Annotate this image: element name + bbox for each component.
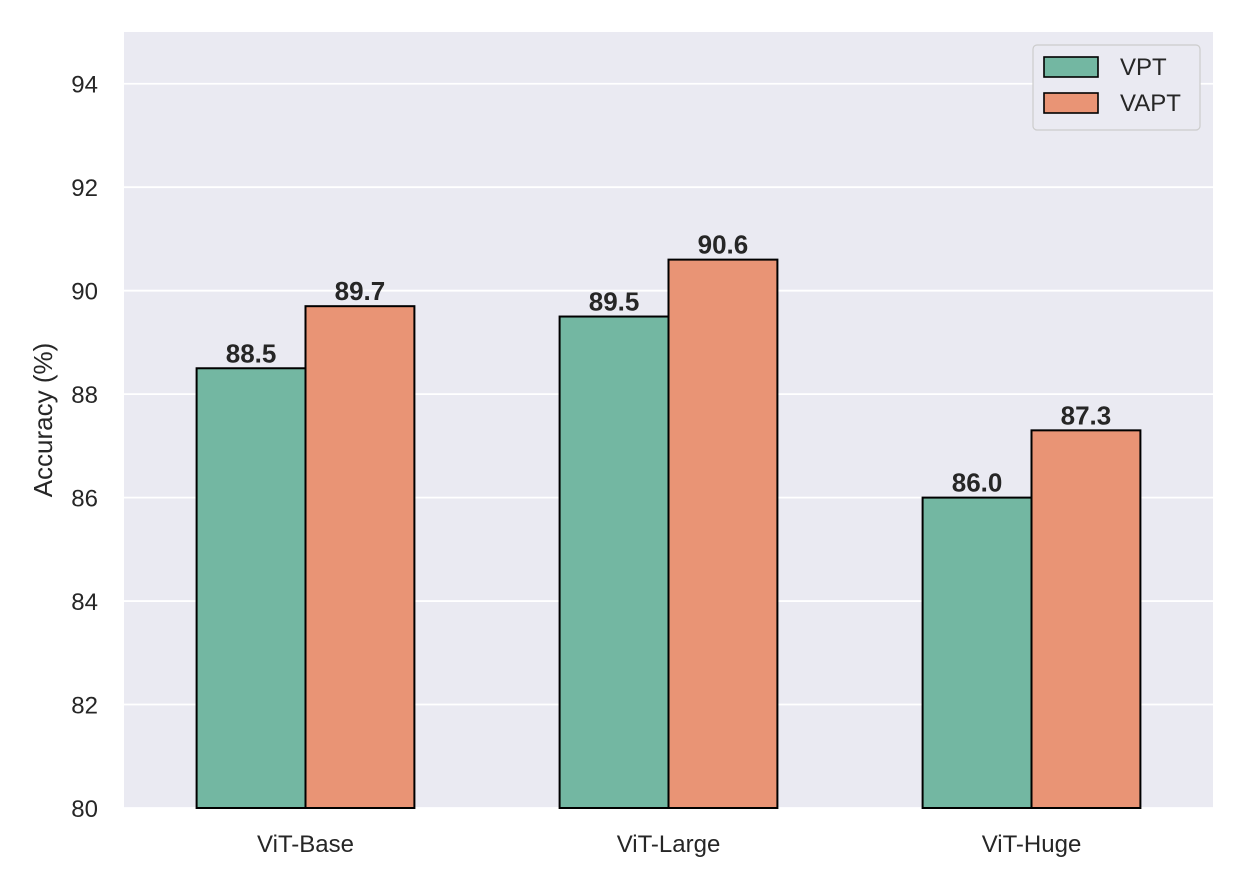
y-tick-label: 80 bbox=[71, 796, 98, 823]
bar-value-label: 87.3 bbox=[1061, 400, 1112, 430]
y-tick-label: 82 bbox=[71, 693, 98, 720]
y-tick-label: 94 bbox=[71, 72, 98, 99]
bar-vapt-vit-huge bbox=[1030, 429, 1142, 809]
y-tick-label: 86 bbox=[71, 486, 98, 513]
x-tick-label: ViT-Base bbox=[257, 831, 354, 858]
y-tick-labels: 80 82 84 86 88 90 92 94 bbox=[71, 72, 98, 823]
x-tick-label: ViT-Large bbox=[617, 831, 721, 858]
bars bbox=[195, 258, 1142, 810]
bar-value-label: 89.7 bbox=[335, 276, 386, 306]
y-tick-label: 88 bbox=[71, 382, 98, 409]
bar-vpt-vit-large bbox=[558, 315, 670, 809]
y-tick-label: 84 bbox=[71, 589, 98, 616]
legend: VPT VAPT bbox=[1032, 44, 1201, 131]
legend-swatch-vpt bbox=[1043, 56, 1099, 78]
legend-swatch-vapt bbox=[1043, 92, 1099, 114]
bar-vpt-vit-base bbox=[195, 367, 307, 809]
y-tick-label: 90 bbox=[71, 279, 98, 306]
bar-vapt-vit-large bbox=[667, 258, 779, 810]
bar-vapt-vit-base bbox=[304, 305, 416, 809]
bar-value-labels: 88.5 89.7 89.5 90.6 86.0 87.3 bbox=[226, 230, 1112, 498]
legend-label-vapt: VAPT bbox=[1120, 90, 1181, 117]
bar-value-label: 89.5 bbox=[589, 287, 640, 317]
y-axis-title: Accuracy (%) bbox=[28, 343, 58, 498]
bar-vpt-vit-huge bbox=[921, 496, 1033, 809]
y-tick-label: 92 bbox=[71, 175, 98, 202]
x-tick-label: ViT-Huge bbox=[982, 831, 1082, 858]
bar-value-label: 90.6 bbox=[698, 230, 749, 260]
legend-label-vpt: VPT bbox=[1120, 54, 1167, 81]
bar-value-label: 88.5 bbox=[226, 338, 277, 368]
x-tick-labels: ViT-Base ViT-Large ViT-Huge bbox=[257, 831, 1081, 858]
bar-value-label: 86.0 bbox=[952, 468, 1003, 498]
